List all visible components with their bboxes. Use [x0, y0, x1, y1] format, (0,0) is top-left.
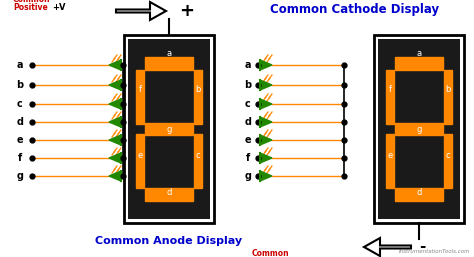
Bar: [145, 57, 193, 70]
Bar: [145, 188, 193, 201]
Bar: [386, 134, 394, 188]
Polygon shape: [109, 80, 121, 90]
Text: a: a: [245, 60, 251, 70]
Text: f: f: [18, 153, 22, 163]
Bar: [378, 39, 460, 219]
Bar: [395, 123, 443, 135]
Bar: [386, 70, 394, 124]
Text: e: e: [388, 151, 393, 161]
Polygon shape: [109, 135, 121, 145]
Bar: [136, 134, 145, 188]
Text: b: b: [195, 85, 201, 94]
Text: b: b: [17, 80, 24, 90]
Text: c: c: [245, 99, 251, 109]
Bar: [145, 123, 193, 135]
Polygon shape: [109, 153, 121, 163]
Text: c: c: [195, 151, 200, 161]
Text: d: d: [416, 188, 422, 197]
Polygon shape: [260, 99, 272, 109]
Text: g: g: [245, 171, 252, 181]
Bar: [395, 188, 443, 201]
Text: c: c: [17, 99, 23, 109]
Bar: [193, 134, 202, 188]
Text: e: e: [137, 151, 143, 161]
Text: g: g: [166, 124, 172, 133]
Text: g: g: [416, 124, 422, 133]
Text: a: a: [17, 60, 23, 70]
Text: c: c: [446, 151, 450, 161]
Polygon shape: [260, 60, 272, 70]
Bar: [124, 35, 214, 223]
Text: e: e: [245, 135, 251, 145]
Bar: [193, 70, 202, 124]
Bar: [136, 70, 145, 124]
Text: Common: Common: [13, 0, 51, 4]
Polygon shape: [109, 117, 121, 127]
Polygon shape: [260, 171, 272, 181]
Text: d: d: [166, 188, 172, 197]
Polygon shape: [260, 117, 272, 127]
Text: b: b: [445, 85, 450, 94]
Polygon shape: [260, 153, 272, 163]
Text: Common Anode Display: Common Anode Display: [95, 236, 243, 246]
Text: Common Cathode Display: Common Cathode Display: [271, 4, 439, 16]
Text: g: g: [17, 171, 24, 181]
Text: a: a: [166, 49, 172, 58]
Bar: [374, 35, 464, 223]
Bar: [444, 134, 452, 188]
Polygon shape: [260, 135, 272, 145]
Text: a: a: [417, 49, 421, 58]
Text: -: -: [419, 240, 425, 254]
Text: f: f: [139, 85, 142, 94]
Text: InstrumentationTools.com: InstrumentationTools.com: [399, 249, 470, 254]
Polygon shape: [109, 99, 121, 109]
Bar: [444, 70, 452, 124]
Polygon shape: [116, 2, 166, 20]
Polygon shape: [109, 60, 121, 70]
Polygon shape: [260, 80, 272, 90]
Text: d: d: [245, 117, 252, 127]
Bar: [128, 39, 210, 219]
Bar: [395, 57, 443, 70]
Text: e: e: [17, 135, 23, 145]
Text: +: +: [180, 2, 194, 20]
Text: f: f: [389, 85, 392, 94]
Text: Common: Common: [251, 249, 289, 257]
Text: f: f: [246, 153, 250, 163]
Text: Positive: Positive: [13, 3, 48, 12]
Text: Negative: Negative: [250, 256, 290, 257]
Text: +V: +V: [52, 3, 65, 12]
Text: b: b: [245, 80, 252, 90]
Text: d: d: [17, 117, 24, 127]
Polygon shape: [364, 238, 411, 256]
Polygon shape: [109, 171, 121, 181]
